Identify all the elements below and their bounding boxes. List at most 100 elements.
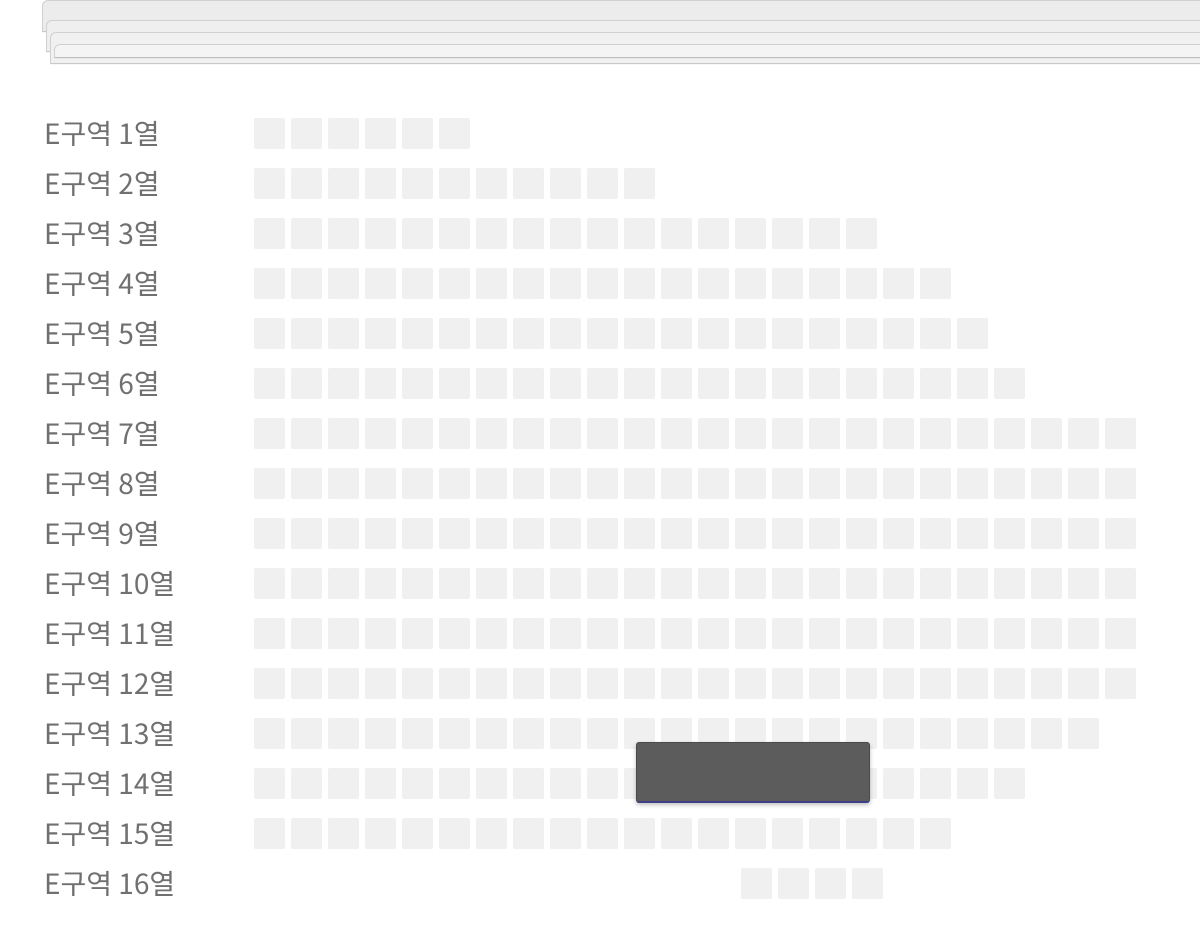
seat[interactable] xyxy=(735,668,766,699)
seat[interactable] xyxy=(846,268,877,299)
seat[interactable] xyxy=(883,418,914,449)
seat[interactable] xyxy=(1031,568,1062,599)
seat[interactable] xyxy=(661,568,692,599)
seat[interactable] xyxy=(328,218,359,249)
seat[interactable] xyxy=(365,718,396,749)
seat[interactable] xyxy=(772,318,803,349)
seat[interactable] xyxy=(735,368,766,399)
seat[interactable] xyxy=(846,568,877,599)
seat[interactable] xyxy=(778,868,809,899)
seat[interactable] xyxy=(587,618,618,649)
seat[interactable] xyxy=(328,718,359,749)
seat[interactable] xyxy=(772,818,803,849)
seat[interactable] xyxy=(550,368,581,399)
seat[interactable] xyxy=(365,618,396,649)
seat[interactable] xyxy=(1068,618,1099,649)
seat[interactable] xyxy=(1105,418,1136,449)
seat[interactable] xyxy=(365,668,396,699)
tab-layer[interactable] xyxy=(54,44,1200,58)
seat[interactable] xyxy=(772,668,803,699)
seat[interactable] xyxy=(624,418,655,449)
seat[interactable] xyxy=(365,768,396,799)
seat[interactable] xyxy=(735,518,766,549)
seat[interactable] xyxy=(365,418,396,449)
seat[interactable] xyxy=(402,268,433,299)
seat[interactable] xyxy=(328,468,359,499)
seat[interactable] xyxy=(550,168,581,199)
seat[interactable] xyxy=(254,818,285,849)
seat[interactable] xyxy=(735,418,766,449)
seat[interactable] xyxy=(365,818,396,849)
seat[interactable] xyxy=(772,268,803,299)
seat[interactable] xyxy=(1068,718,1099,749)
seat[interactable] xyxy=(513,668,544,699)
seat[interactable] xyxy=(920,368,951,399)
seat[interactable] xyxy=(1031,518,1062,549)
seat[interactable] xyxy=(661,368,692,399)
seat[interactable] xyxy=(587,518,618,549)
seat[interactable] xyxy=(513,568,544,599)
seat[interactable] xyxy=(735,218,766,249)
seat[interactable] xyxy=(254,618,285,649)
seat[interactable] xyxy=(476,318,507,349)
seat[interactable] xyxy=(254,368,285,399)
seat[interactable] xyxy=(698,218,729,249)
seat[interactable] xyxy=(550,768,581,799)
seat[interactable] xyxy=(1068,418,1099,449)
seat[interactable] xyxy=(550,618,581,649)
seat[interactable] xyxy=(291,468,322,499)
seat[interactable] xyxy=(291,718,322,749)
seat[interactable] xyxy=(772,518,803,549)
seat[interactable] xyxy=(809,418,840,449)
seat[interactable] xyxy=(476,568,507,599)
seat[interactable] xyxy=(957,368,988,399)
seat[interactable] xyxy=(957,668,988,699)
seat[interactable] xyxy=(698,468,729,499)
seat[interactable] xyxy=(254,518,285,549)
seat[interactable] xyxy=(624,468,655,499)
seat[interactable] xyxy=(624,368,655,399)
seat[interactable] xyxy=(291,768,322,799)
seat[interactable] xyxy=(957,318,988,349)
seat[interactable] xyxy=(661,518,692,549)
seat[interactable] xyxy=(328,668,359,699)
seat[interactable] xyxy=(920,318,951,349)
seat[interactable] xyxy=(550,318,581,349)
seat[interactable] xyxy=(550,818,581,849)
seat[interactable] xyxy=(624,618,655,649)
seat[interactable] xyxy=(1105,568,1136,599)
seat[interactable] xyxy=(254,668,285,699)
seat[interactable] xyxy=(550,718,581,749)
seat[interactable] xyxy=(587,468,618,499)
seat[interactable] xyxy=(476,618,507,649)
seat[interactable] xyxy=(328,618,359,649)
seat[interactable] xyxy=(439,218,470,249)
seat[interactable] xyxy=(254,468,285,499)
seat[interactable] xyxy=(994,468,1025,499)
seat[interactable] xyxy=(328,768,359,799)
seat[interactable] xyxy=(254,168,285,199)
seat[interactable] xyxy=(852,868,883,899)
seat[interactable] xyxy=(476,818,507,849)
seat[interactable] xyxy=(661,668,692,699)
seat[interactable] xyxy=(624,818,655,849)
seat[interactable] xyxy=(513,468,544,499)
seat[interactable] xyxy=(550,468,581,499)
seat[interactable] xyxy=(624,168,655,199)
seat[interactable] xyxy=(513,518,544,549)
seat[interactable] xyxy=(1105,468,1136,499)
seat[interactable] xyxy=(920,518,951,549)
seat[interactable] xyxy=(920,768,951,799)
seat[interactable] xyxy=(402,568,433,599)
seat[interactable] xyxy=(476,268,507,299)
seat[interactable] xyxy=(365,468,396,499)
seat[interactable] xyxy=(661,618,692,649)
seat[interactable] xyxy=(1031,618,1062,649)
seat[interactable] xyxy=(883,518,914,549)
seat[interactable] xyxy=(1031,418,1062,449)
seat[interactable] xyxy=(735,618,766,649)
seat[interactable] xyxy=(476,218,507,249)
seat[interactable] xyxy=(513,218,544,249)
seat[interactable] xyxy=(698,618,729,649)
seat[interactable] xyxy=(815,868,846,899)
